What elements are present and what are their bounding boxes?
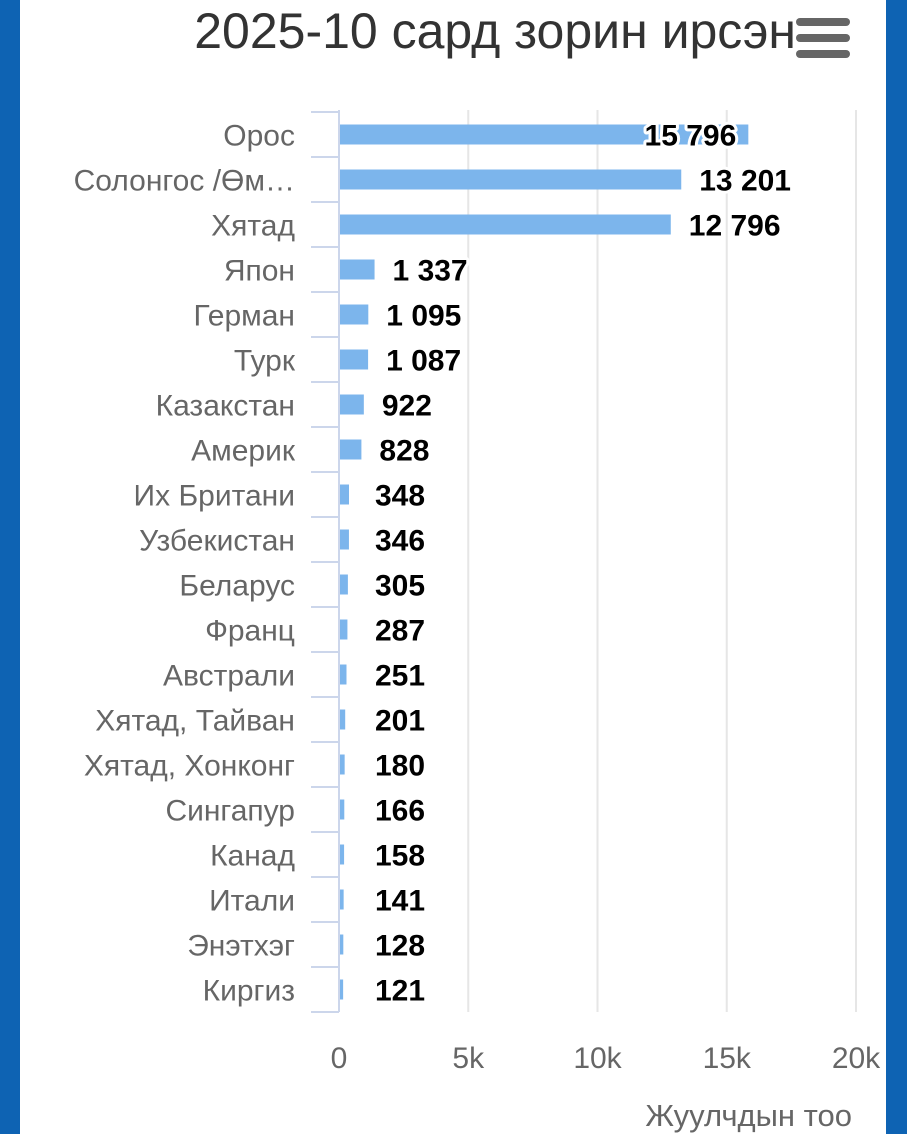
category-label: Их Британи <box>134 480 295 513</box>
tick-labels: 0 5k 10k 15k 20k <box>331 1042 882 1075</box>
category-label: Франц <box>205 615 295 648</box>
bar-chart: Орос Солонгос /Өм… Хятад Япон Герман Турк Каза… <box>74 110 882 1133</box>
tick-label: 0 <box>331 1042 348 1075</box>
value-label: 166 <box>375 795 425 828</box>
value-label: 12 796 <box>689 210 781 243</box>
category-label: Хятад <box>211 210 295 243</box>
value-label: 346 <box>375 525 425 558</box>
hamburger-menu-icon[interactable] <box>796 18 850 58</box>
value-label: 158 <box>375 840 425 873</box>
bar <box>340 979 344 1000</box>
value-label: 128 <box>375 930 425 963</box>
bar <box>340 124 749 145</box>
chart-title: 2025-10 сард зорин ирсэн <box>194 3 796 59</box>
bar <box>340 664 347 685</box>
tick-label: 20k <box>832 1042 881 1075</box>
category-labels: Орос Солонгос /Өм… Хятад Япон Герман Турк Каза… <box>74 120 296 1008</box>
category-label: Япон <box>224 255 295 288</box>
bar <box>340 754 345 775</box>
category-label: Турк <box>234 345 296 378</box>
bar <box>340 889 344 910</box>
bar <box>340 214 671 235</box>
category-label: Казакстан <box>156 390 295 423</box>
bar <box>340 844 345 865</box>
category-label: Солонгос /Өм… <box>74 165 295 198</box>
value-label: 305 <box>375 570 425 603</box>
bar <box>340 529 349 550</box>
value-label: 201 <box>375 705 425 738</box>
bar <box>340 169 682 190</box>
value-label: 1 087 <box>386 345 461 378</box>
chart-panel: 2025-10 сард зорин ирсэн Орос Солонгос /Ө… <box>20 0 886 1134</box>
gridlines <box>311 110 857 1013</box>
bar <box>340 574 348 595</box>
bar <box>340 349 369 370</box>
value-label: 180 <box>375 750 425 783</box>
category-label: Беларус <box>179 570 295 603</box>
category-label: Узбекистан <box>139 525 295 558</box>
bar <box>340 619 348 640</box>
category-label: Канад <box>210 840 295 873</box>
category-label: Итали <box>209 885 295 918</box>
value-label: 121 <box>375 975 425 1008</box>
bar <box>340 484 349 505</box>
category-label: Герман <box>194 300 295 333</box>
value-label: 828 <box>379 435 429 468</box>
value-label: 141 <box>375 885 425 918</box>
tick-label: 15k <box>703 1042 752 1075</box>
bar <box>340 394 364 415</box>
category-label: Хятад, Тайван <box>95 705 295 738</box>
bar <box>340 439 362 460</box>
category-label: Киргиз <box>203 975 295 1008</box>
category-label: Америк <box>191 435 296 468</box>
value-label: 15 796 <box>645 120 737 153</box>
tick-label: 10k <box>573 1042 622 1075</box>
bar <box>340 934 344 955</box>
bar <box>340 799 345 820</box>
value-label: 287 <box>375 615 425 648</box>
value-label: 1 337 <box>393 255 468 288</box>
bars <box>340 124 749 1000</box>
bar <box>340 259 375 280</box>
value-label: 348 <box>375 480 425 513</box>
value-labels: 15 796 13 201 12 796 1 337 1 095 1 087 922 828 3… <box>372 117 794 1011</box>
value-label: 13 201 <box>699 165 791 198</box>
tick-label: 5k <box>452 1042 485 1075</box>
bar <box>340 709 346 730</box>
bar <box>340 304 369 325</box>
value-label: 1 095 <box>386 300 461 333</box>
category-label: Сингапур <box>165 795 295 828</box>
category-label: Орос <box>223 120 295 153</box>
x-axis-title: Жуулчдын тоо <box>645 1098 852 1133</box>
category-label: Австрали <box>163 660 295 693</box>
value-label: 251 <box>375 660 425 693</box>
value-label: 922 <box>382 390 432 423</box>
category-label: Хятад, Хонконг <box>84 750 295 783</box>
category-label: Энэтхэг <box>187 930 295 963</box>
